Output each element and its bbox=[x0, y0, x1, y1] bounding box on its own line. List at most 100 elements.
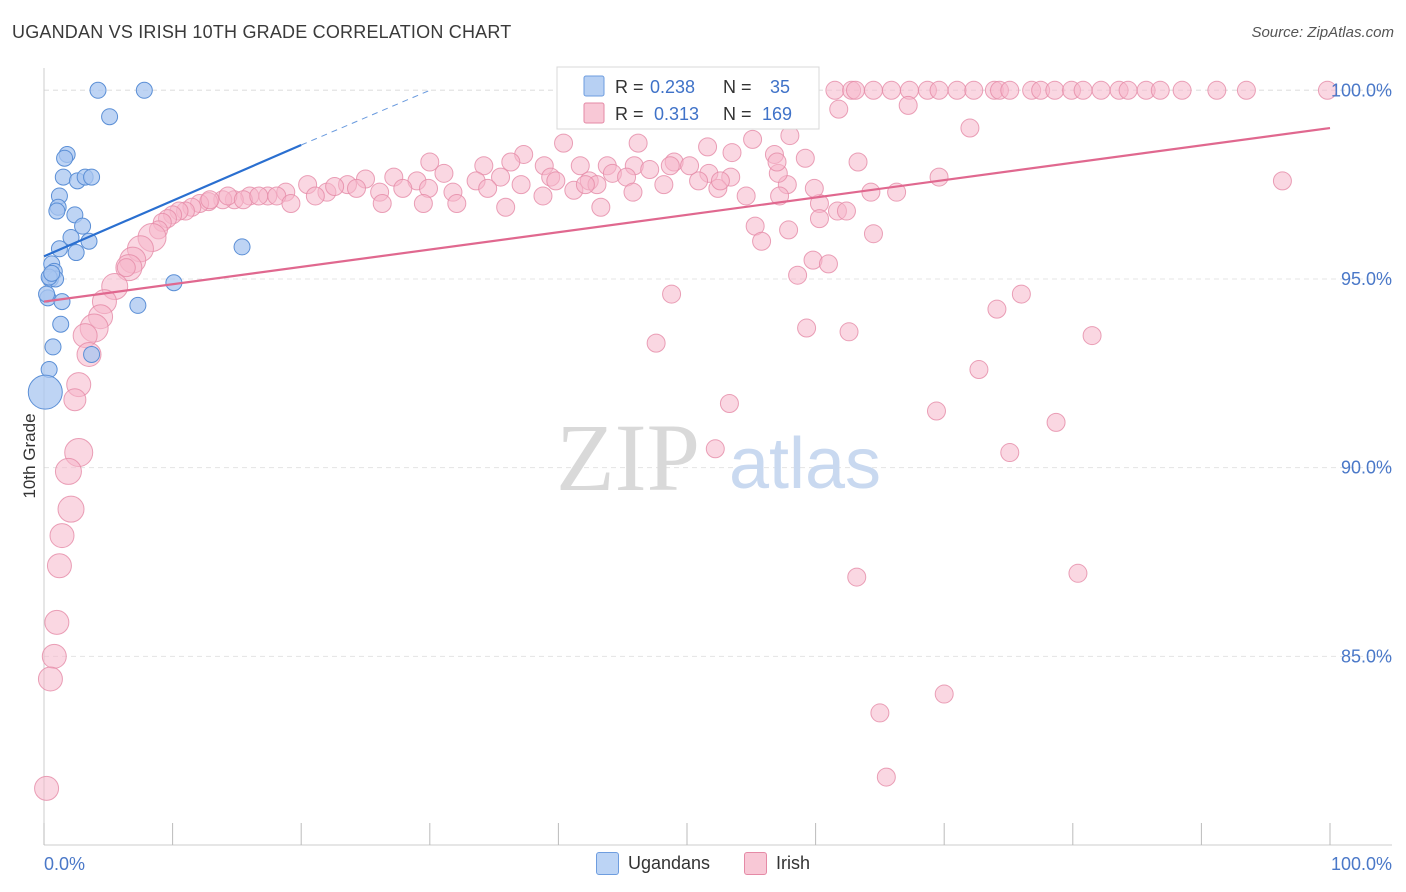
irish-point bbox=[1150, 80, 1170, 100]
irish-point bbox=[719, 394, 739, 414]
irish-point bbox=[929, 80, 949, 100]
irish-point bbox=[881, 80, 901, 100]
stats-legend: R = 0.238 N = 35 R = 0.313 N = 169 bbox=[556, 66, 820, 130]
irish-point bbox=[1082, 326, 1102, 346]
irish-point bbox=[804, 178, 824, 198]
ugandan-point bbox=[101, 108, 119, 126]
irish-point bbox=[420, 152, 440, 172]
irish-point bbox=[797, 318, 817, 338]
irish-point bbox=[829, 99, 849, 119]
irish-point bbox=[934, 684, 954, 704]
irish-point bbox=[346, 178, 366, 198]
irish-point bbox=[1317, 80, 1337, 100]
irish-point bbox=[818, 254, 838, 274]
irish-point bbox=[575, 175, 595, 195]
y-tick-label: 85.0% bbox=[1341, 646, 1392, 666]
irish-point bbox=[825, 80, 845, 100]
irish-point bbox=[57, 495, 85, 523]
irish-point bbox=[1073, 80, 1093, 100]
ugandan-point bbox=[44, 338, 62, 356]
irish-point bbox=[698, 137, 718, 157]
ugandan-point bbox=[89, 81, 107, 99]
irish-point bbox=[34, 775, 60, 801]
irish-point bbox=[491, 167, 511, 187]
tick-labels: 85.0% 90.0% 95.0% 100.0% 0.0% 100.0% bbox=[44, 80, 1392, 874]
legend-label-irish: Irish bbox=[776, 853, 811, 873]
irish-point bbox=[1011, 284, 1031, 304]
legend-n-value-ugandans: 35 bbox=[770, 77, 790, 97]
irish-point bbox=[1045, 80, 1065, 100]
ugandans-trend-line bbox=[43, 144, 302, 258]
irish-point bbox=[743, 129, 763, 149]
irish-point bbox=[646, 333, 666, 353]
series-legend: Ugandans Irish bbox=[0, 852, 1406, 875]
irish-point bbox=[1118, 80, 1138, 100]
legend-n-value-irish: 169 bbox=[762, 104, 792, 124]
irish-point bbox=[836, 201, 856, 221]
irish-point bbox=[1236, 80, 1256, 100]
irish-point bbox=[987, 299, 1007, 319]
irish-point bbox=[434, 163, 454, 183]
irish-point bbox=[591, 197, 611, 217]
legend-swatch-irish-bottom bbox=[744, 852, 768, 875]
irish-point bbox=[960, 118, 980, 138]
chart-title: UGANDAN VS IRISH 10TH GRADE CORRELATION … bbox=[12, 22, 512, 42]
irish-point bbox=[54, 457, 82, 485]
legend-item-ugandans[interactable]: Ugandans bbox=[595, 852, 710, 875]
irish-point bbox=[839, 322, 859, 342]
irish-point bbox=[1172, 80, 1192, 100]
ugandan-point bbox=[56, 149, 74, 167]
irish-point bbox=[929, 167, 949, 187]
ugandan-point bbox=[53, 293, 71, 311]
legend-swatch-irish bbox=[583, 102, 605, 124]
irish-point bbox=[200, 190, 220, 210]
ugandan-point bbox=[48, 202, 66, 220]
irish-point bbox=[809, 209, 829, 229]
y-tick-label: 90.0% bbox=[1341, 458, 1392, 478]
legend-r-value-irish: 0.313 bbox=[654, 104, 699, 124]
irish-point bbox=[779, 220, 799, 240]
irish-point bbox=[969, 360, 989, 380]
legend-r-label-irish: R = bbox=[615, 104, 644, 124]
irish-point bbox=[788, 265, 808, 285]
irish-point bbox=[847, 567, 867, 587]
irish-point bbox=[623, 182, 643, 202]
irish-point bbox=[478, 178, 498, 198]
watermark-atlas: atlas bbox=[729, 424, 881, 504]
ugandan-point bbox=[135, 81, 153, 99]
irish-point bbox=[46, 553, 72, 579]
irish-point bbox=[372, 194, 392, 214]
irish-point bbox=[570, 156, 590, 176]
legend-n-label-irish: N = bbox=[723, 104, 752, 124]
source-label: Source: ZipAtlas.com bbox=[1251, 24, 1394, 41]
legend-r-label-ugandans: R = bbox=[615, 77, 644, 97]
irish-point bbox=[863, 224, 883, 244]
irish-point bbox=[1068, 563, 1088, 583]
irish-point bbox=[710, 171, 730, 191]
axes bbox=[43, 68, 1392, 846]
irish-point bbox=[249, 186, 269, 206]
irish-point bbox=[496, 197, 516, 217]
irish-point bbox=[870, 703, 890, 723]
irish-point bbox=[770, 186, 790, 206]
irish-point bbox=[795, 148, 815, 168]
irish-point bbox=[680, 156, 700, 176]
ugandan-point bbox=[43, 264, 61, 282]
irish-point bbox=[554, 133, 574, 153]
irish-point bbox=[501, 152, 521, 172]
irish-point bbox=[325, 177, 345, 197]
x-tick-label-max: 100.0% bbox=[1331, 854, 1392, 874]
irish-point bbox=[1272, 171, 1292, 191]
irish-point bbox=[947, 80, 967, 100]
irish-point bbox=[926, 401, 946, 421]
ugandan-point bbox=[80, 232, 98, 250]
irish-point bbox=[1000, 80, 1020, 100]
legend-item-irish[interactable]: Irish bbox=[744, 852, 810, 875]
irish-point bbox=[49, 523, 75, 549]
irish-point bbox=[863, 80, 883, 100]
ugandan-point bbox=[54, 168, 72, 186]
irish-point bbox=[116, 258, 136, 278]
ugandan-point bbox=[83, 168, 101, 186]
irish-point bbox=[41, 643, 67, 669]
